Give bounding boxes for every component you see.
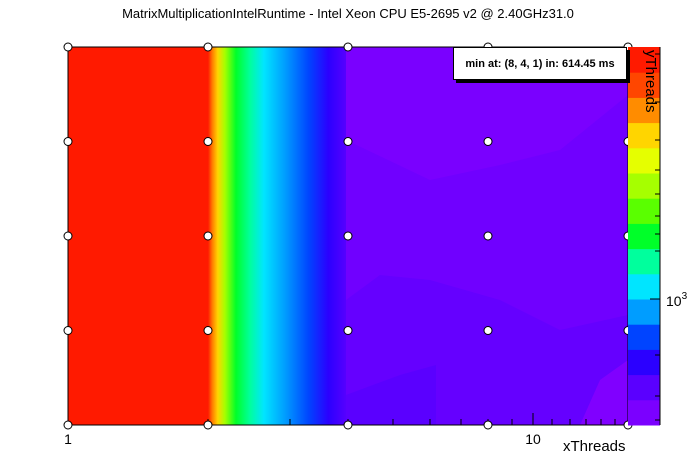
data-point-marker [63,231,73,241]
data-point-marker [63,326,73,335]
data-point-marker [483,231,493,241]
contour-band-3 [346,365,436,425]
data-point-marker [203,231,213,241]
x-axis [67,413,616,425]
palette-swatch [628,223,660,250]
data-point-marker [343,326,353,335]
palette-swatch [628,349,660,376]
palette-swatch [628,72,660,98]
data-point-marker [343,42,353,52]
chart-title: MatrixMultiplicationIntelRuntime - Intel… [122,6,574,21]
heat-region-high [68,47,210,425]
palette-swatch [628,122,660,149]
data-point-marker [343,137,353,146]
palette-swatch [628,97,660,124]
data-point-marker [63,420,73,430]
heat-region-transition [208,47,348,425]
palette-swatch [628,324,660,350]
data-point-marker [63,137,73,146]
palette-swatch [628,147,660,174]
data-point-marker [203,42,213,52]
palette-swatch [628,374,660,401]
x-axis-label: xThreads [563,438,626,455]
palette-swatch [628,47,660,73]
data-point-marker [483,137,493,146]
palette-swatch [628,273,660,300]
palette-swatch [628,173,660,199]
contour-band-4 [580,360,628,425]
x-tick-label-1: 1 [64,431,72,447]
contour-band-1 [346,47,628,180]
palette-swatch [628,248,660,275]
data-point-marker [203,326,213,335]
palette-swatch [628,399,660,426]
min-annotation-box: min at: (8, 4, 1) in: 614.45 ms [453,47,627,80]
data-point-marker [343,420,353,430]
data-point-marker [63,42,73,52]
data-point-marker [203,420,213,430]
palette-swatch [628,299,660,325]
data-point-marker [203,137,213,146]
palette-swatch [628,198,660,224]
palette-ticks [650,53,660,421]
data-point-marker [343,231,353,241]
z-tick-label: 103 [666,291,688,309]
y-axis-label: yThreads [642,50,659,113]
data-point-marker [483,326,493,335]
x-tick-label-10: 10 [525,431,541,447]
data-point-marker [483,420,493,430]
color-palette-bar [628,47,660,426]
